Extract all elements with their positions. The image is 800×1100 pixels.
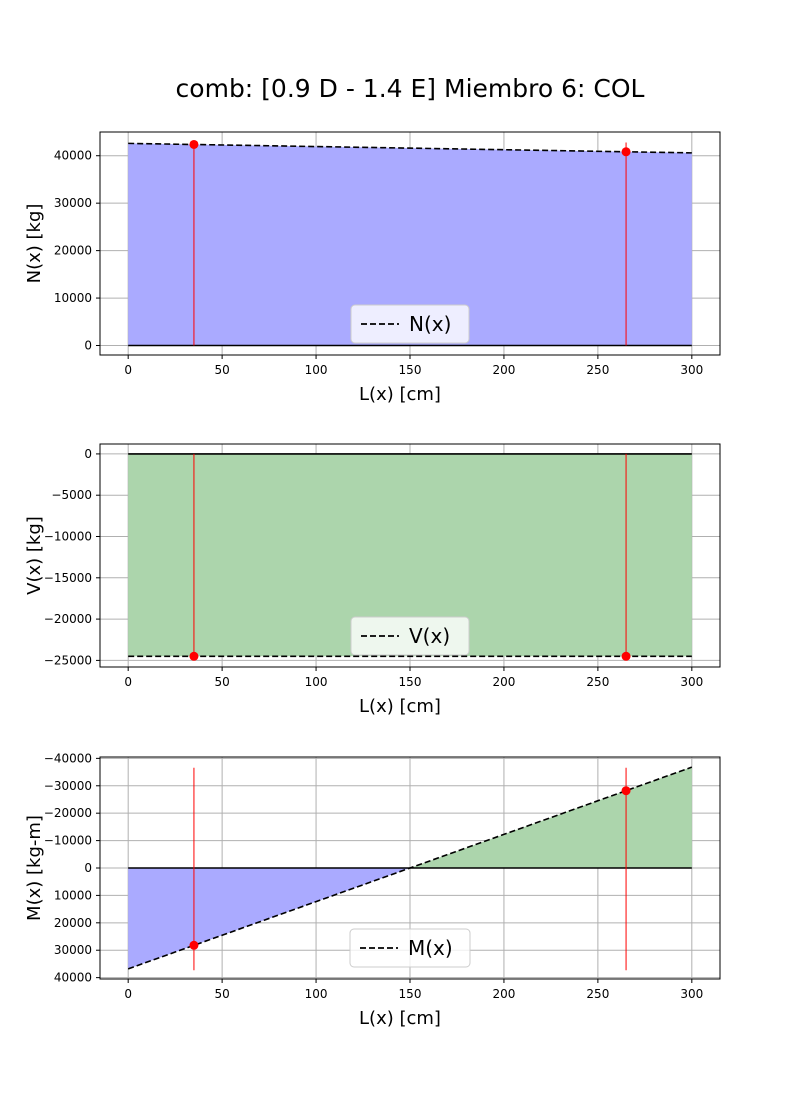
axial-series-line [128,142,692,154]
x-tick-label: 50 [214,675,229,689]
x-tick-label: 250 [586,987,609,1001]
moment-legend-box [349,928,471,968]
y-tick-label: −15000 [44,571,92,585]
y-tick-label: 20000 [54,916,92,930]
y-tick-label: 30000 [54,196,92,210]
x-tick-label: 150 [399,363,422,377]
x-tick-label: 0 [124,987,132,1001]
axial-y-axis-label: N(x) [kg] [24,204,45,284]
y-tick-label: −10000 [44,834,92,848]
x-tick-label: 250 [586,675,609,689]
shear-x-axis-label: L(x) [cm] [359,696,441,717]
y-tick-label: −30000 [44,779,92,793]
y-tick-label: 0 [84,861,92,875]
x-tick-label: 300 [680,363,703,377]
axial-fill-area [128,143,692,346]
axial-marker-point [621,147,631,157]
x-tick-label: 250 [586,363,609,377]
moment-x-axis-label: L(x) [cm] [359,1008,441,1029]
y-tick-label: 20000 [54,244,92,258]
x-tick-label: 200 [492,987,515,1001]
panel-moment: 0 50 100 150 200 250 300 −40000 −30000 −20000 −100… [24,751,721,1029]
y-tick-label: 0 [84,339,92,353]
y-tick-label: −20000 [44,806,92,820]
x-tick-label: 100 [305,987,328,1001]
moment-series-line [127,766,693,970]
y-tick-label: 40000 [54,971,92,985]
y-tick-label: 40000 [54,149,92,163]
panel-axial: 0 50 100 150 200 250 300 0 10000 20000 30000 40000 L… [24,131,721,405]
shear-legend-box [350,616,470,656]
shear-fill-area [128,453,692,657]
x-tick-label: 150 [399,675,422,689]
x-tick-label: 200 [492,363,515,377]
chart-title: comb: [0.9 D - 1.4 E] Miembro 6: COL [175,74,645,103]
moment-marker-point [189,940,199,950]
x-tick-label: 50 [214,987,229,1001]
x-tick-label: 300 [680,987,703,1001]
shear-marker-point [189,651,199,661]
axial-legend-box [350,304,470,344]
x-tick-label: 200 [492,675,515,689]
y-tick-label: −25000 [44,653,92,667]
x-tick-label: 300 [680,675,703,689]
moment-y-axis-label: M(x) [kg-m] [24,815,45,921]
y-tick-label: 0 [84,447,92,461]
x-tick-label: 0 [124,675,132,689]
panel-shear: 0 50 100 150 200 250 300 0 −5000 −10000 −15000 −200… [24,443,721,717]
moment-marker-point [621,786,631,796]
y-tick-label: 30000 [54,943,92,957]
y-tick-label: 10000 [54,291,92,305]
y-tick-label: −5000 [51,488,92,502]
x-tick-label: 100 [305,675,328,689]
axial-x-axis-label: L(x) [cm] [359,384,441,405]
x-tick-label: 150 [399,987,422,1001]
y-tick-label: −10000 [44,530,92,544]
x-tick-label: 100 [305,363,328,377]
y-tick-label: −20000 [44,612,92,626]
shear-y-axis-label: V(x) [kg] [24,516,45,595]
y-tick-label: 10000 [54,888,92,902]
axial-legend-label: N(x) [409,312,451,336]
moment-legend-label: M(x) [408,936,453,960]
x-tick-label: 0 [124,363,132,377]
shear-legend-label: V(x) [409,624,450,648]
axial-marker-point [189,139,199,149]
x-tick-label: 50 [214,363,229,377]
shear-marker-point [621,651,631,661]
y-tick-label: −40000 [44,751,92,765]
